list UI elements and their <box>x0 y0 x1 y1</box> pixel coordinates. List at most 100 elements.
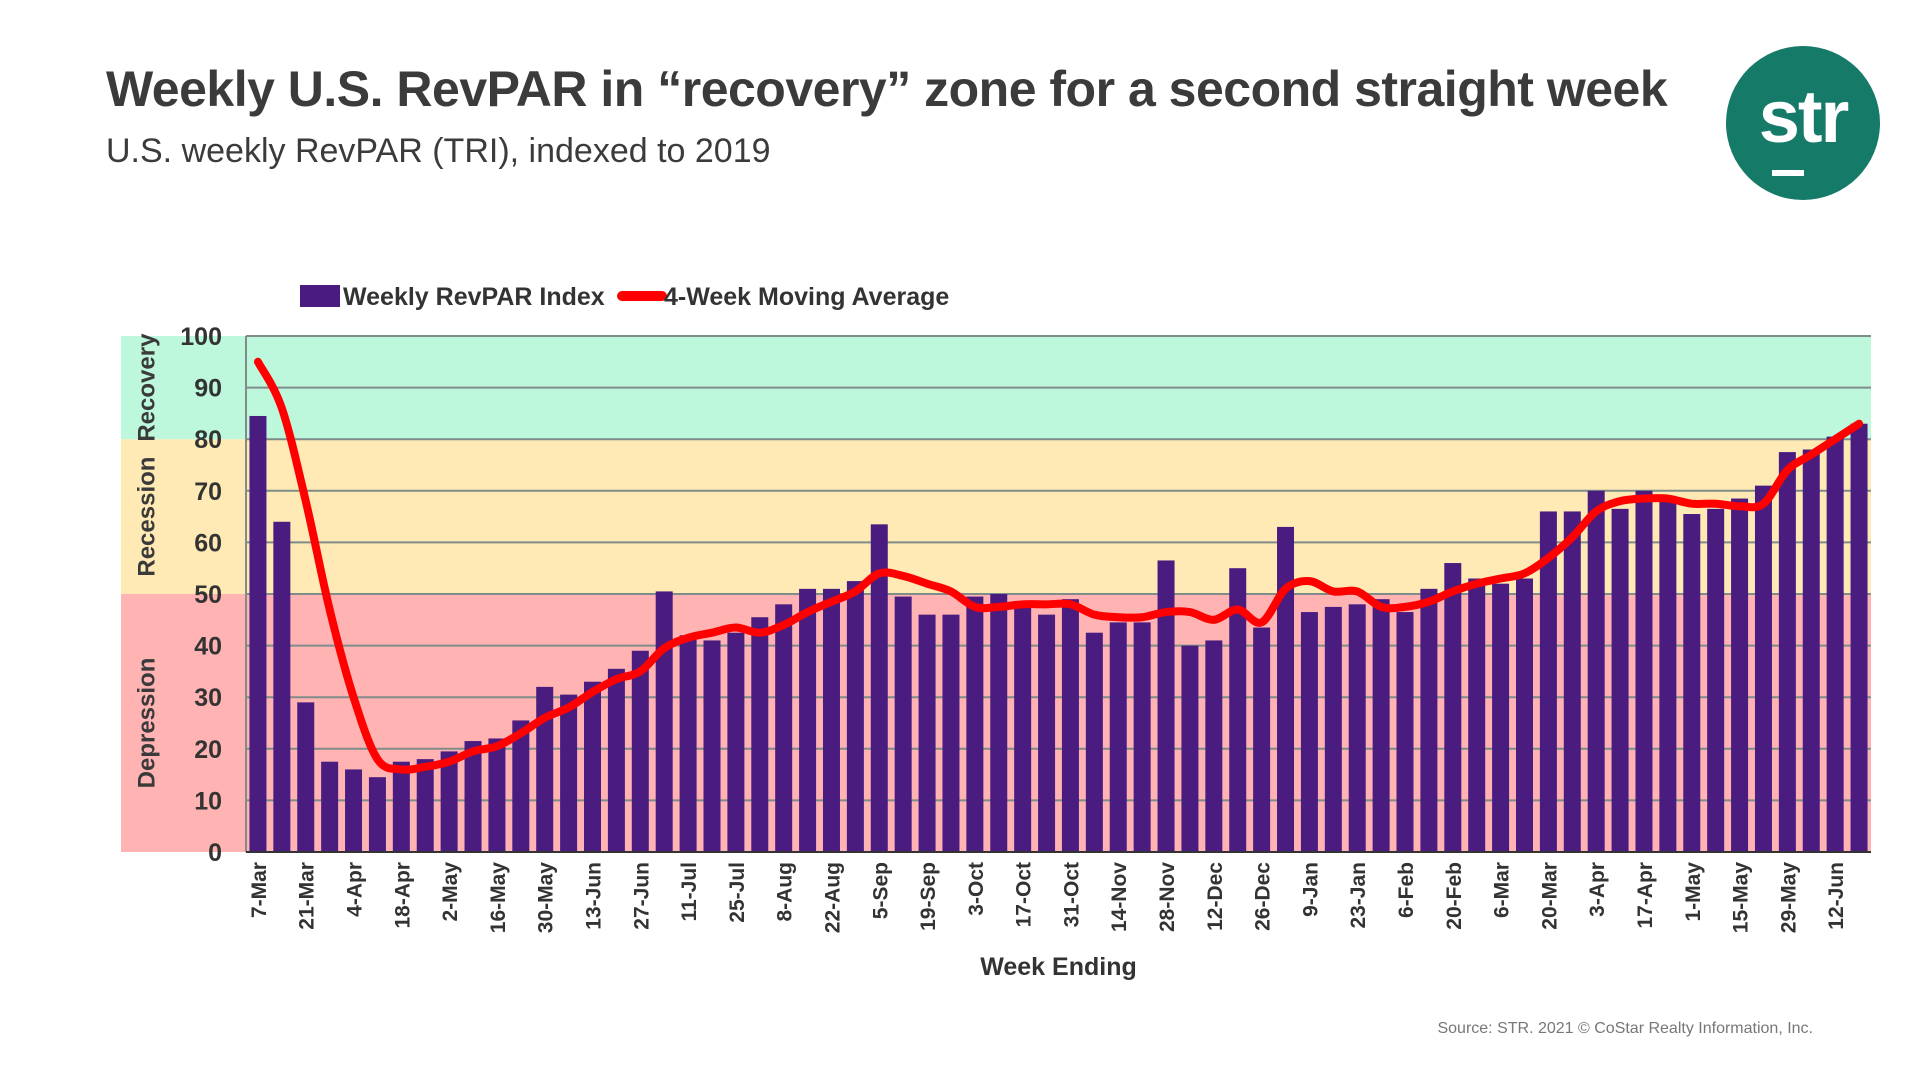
bar <box>297 702 315 852</box>
x-tick-label: 28-Nov <box>1156 862 1179 932</box>
y-tick-label: 100 <box>180 323 222 351</box>
bar <box>655 591 673 852</box>
bar <box>1468 578 1486 852</box>
bar <box>1229 568 1247 852</box>
y-tick-label: 50 <box>194 581 222 609</box>
bar <box>846 581 864 852</box>
x-tick-label: 26-Dec <box>1252 862 1275 931</box>
bar <box>703 640 721 852</box>
bar <box>345 769 363 852</box>
bar <box>1014 606 1032 852</box>
bar <box>1061 599 1079 852</box>
bar <box>775 604 793 852</box>
x-tick-label: 20-Feb <box>1443 862 1466 930</box>
x-tick-label: 14-Nov <box>1108 862 1131 932</box>
bar <box>584 681 602 852</box>
x-tick-label: 16-May <box>487 862 510 934</box>
bar <box>1372 599 1390 852</box>
bar <box>321 761 339 852</box>
zone-recession <box>121 439 1871 594</box>
x-tick-label: 5-Sep <box>869 862 892 919</box>
y-tick-label: 10 <box>194 787 222 815</box>
zone-label: Depression <box>133 658 160 789</box>
zone-label: Recession <box>133 457 160 577</box>
bar <box>1826 436 1844 852</box>
bar <box>1038 614 1056 852</box>
bar <box>1109 622 1127 852</box>
x-tick-label: 11-Jul <box>678 862 701 922</box>
x-tick-label: 12-Jun <box>1825 862 1848 930</box>
y-tick-label: 30 <box>194 684 222 712</box>
bar <box>464 741 482 852</box>
chart-subtitle: U.S. weekly RevPAR (TRI), indexed to 201… <box>106 132 771 170</box>
bar <box>440 751 458 852</box>
str-logo: str <box>1726 46 1880 200</box>
y-tick-label: 0 <box>208 839 222 867</box>
bar <box>607 668 625 852</box>
x-tick-label: 20-Mar <box>1538 862 1561 930</box>
x-tick-label: 6-Mar <box>1491 862 1514 918</box>
bar <box>560 694 578 852</box>
bar <box>1492 583 1510 852</box>
x-tick-label: 17-Oct <box>1013 862 1036 927</box>
x-tick-label: 9-Jan <box>1299 862 1322 917</box>
bar <box>1635 490 1653 852</box>
x-tick-label: 6-Feb <box>1395 862 1418 918</box>
bar <box>536 686 554 852</box>
y-tick-label: 20 <box>194 736 222 764</box>
bar <box>1587 490 1605 852</box>
x-tick-label: 23-Jan <box>1347 862 1370 929</box>
x-tick-label: 31-Oct <box>1060 862 1083 927</box>
bar <box>799 588 817 852</box>
x-tick-label: 30-May <box>535 862 558 934</box>
bar <box>392 761 410 852</box>
y-tick-label: 80 <box>194 426 222 454</box>
bar <box>368 777 386 852</box>
x-tick-label: 22-Aug <box>821 862 844 933</box>
bar <box>1683 514 1701 852</box>
bar <box>1539 511 1557 852</box>
bar <box>942 614 960 852</box>
x-tick-label: 1-May <box>1682 862 1705 922</box>
bar <box>966 596 984 852</box>
x-tick-label: 3-Oct <box>965 862 988 916</box>
x-tick-label: 18-Apr <box>391 862 414 929</box>
bar <box>416 759 434 852</box>
bar <box>727 632 745 852</box>
bar <box>990 594 1008 852</box>
legend-label-line: 4-Week Moving Average <box>664 283 949 311</box>
bar <box>1205 640 1223 852</box>
legend-label-bars: Weekly RevPAR Index <box>343 283 605 311</box>
bar <box>1731 498 1749 852</box>
bar <box>1515 578 1533 852</box>
bar <box>512 720 530 852</box>
x-tick-label: 12-Dec <box>1204 862 1227 931</box>
x-tick-label: 25-Jul <box>726 862 749 923</box>
moving-average-line <box>253 357 1864 774</box>
chart-title: Weekly U.S. RevPAR in “recovery” zone fo… <box>106 61 1668 117</box>
bar <box>1659 495 1677 852</box>
bar <box>1157 560 1175 852</box>
x-tick-label: 29-May <box>1777 862 1800 934</box>
bar <box>1802 449 1820 852</box>
x-tick-label: 3-Apr <box>1586 862 1609 917</box>
bar <box>1396 612 1414 852</box>
bar <box>488 738 506 852</box>
bar <box>751 617 769 852</box>
bar <box>1707 508 1725 852</box>
bar <box>894 596 912 852</box>
bar <box>1324 606 1342 852</box>
bar <box>1444 563 1462 852</box>
y-tick-label: 90 <box>194 375 222 403</box>
bar <box>1277 526 1295 852</box>
x-tick-label: 4-Apr <box>344 862 367 917</box>
x-tick-label: 13-Jun <box>583 862 606 930</box>
x-tick-label: 19-Sep <box>917 862 940 931</box>
bar <box>679 635 697 852</box>
bar <box>631 650 649 852</box>
x-tick-label: 17-Apr <box>1634 862 1657 929</box>
source-note: Source: STR. 2021 © CoStar Realty Inform… <box>1437 1020 1813 1037</box>
bar <box>1563 511 1581 852</box>
bar <box>273 521 291 852</box>
